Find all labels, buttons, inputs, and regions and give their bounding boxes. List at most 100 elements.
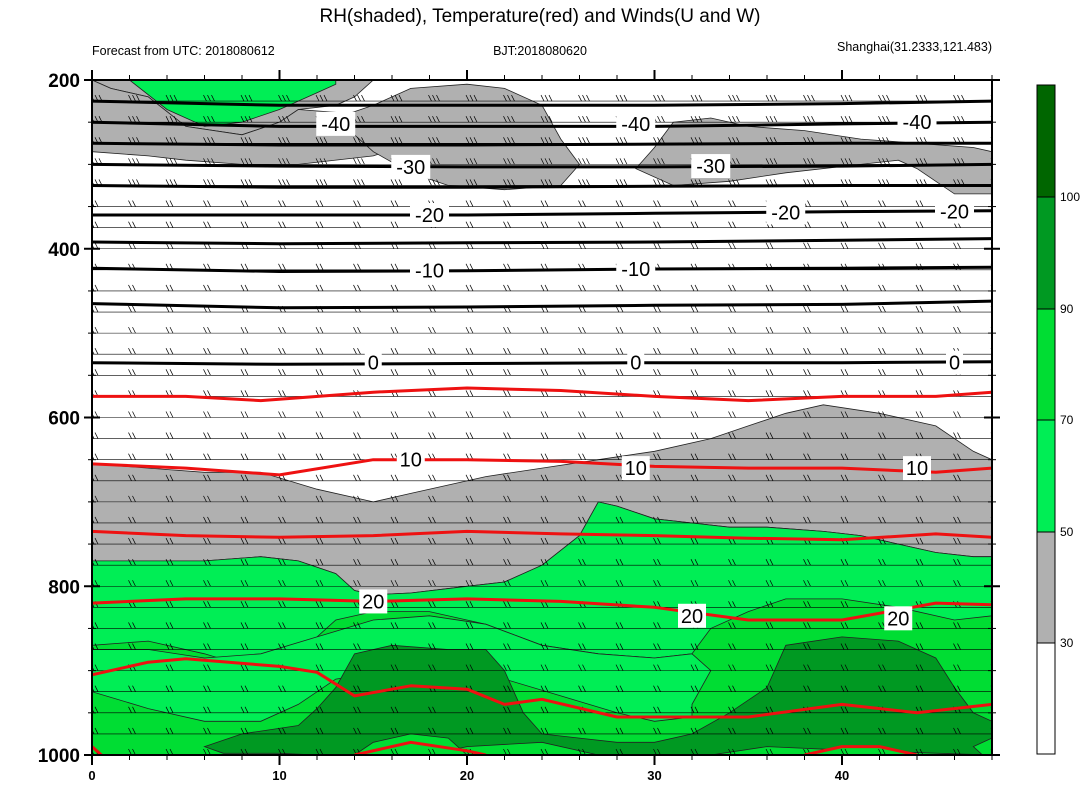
wind-barb-feather bbox=[357, 284, 361, 292]
wind-barb-feather bbox=[848, 116, 853, 123]
wind-barb-feather bbox=[690, 727, 695, 735]
wind-barb-feather bbox=[503, 580, 507, 587]
wind-barb-feather bbox=[469, 516, 474, 524]
colorbar-tick-label: 50 bbox=[1060, 525, 1074, 539]
wind-barb-feather bbox=[465, 432, 470, 439]
wind-barb-feather bbox=[357, 495, 361, 503]
wind-barb-feather bbox=[807, 580, 811, 587]
wind-barb-feather bbox=[995, 390, 998, 396]
wind-barb-feather bbox=[544, 348, 549, 355]
wind-barb-feather bbox=[278, 580, 282, 587]
wind-barb-feather bbox=[432, 558, 436, 566]
wind-barb-feather bbox=[728, 432, 732, 439]
wind-barb-feather bbox=[165, 326, 170, 334]
wind-barb-feather bbox=[728, 284, 732, 292]
wind-barb-feather bbox=[503, 558, 507, 566]
wind-barb-feather bbox=[503, 643, 507, 650]
wind-barb-feather bbox=[953, 411, 957, 418]
wind-barb-feather bbox=[282, 179, 286, 186]
wind-barb-feather bbox=[807, 411, 811, 418]
wind-barb-feather bbox=[957, 453, 961, 460]
wind-barb-feather bbox=[548, 94, 553, 102]
wind-barb-feather bbox=[919, 643, 924, 650]
colorbar-tick-label: 100 bbox=[1060, 190, 1080, 204]
wind-barb-feather bbox=[878, 158, 882, 165]
contour-label-box bbox=[935, 199, 974, 224]
wind-barb-feather bbox=[315, 326, 320, 334]
wind-barb-feather bbox=[319, 495, 324, 503]
wind-barb-feather bbox=[390, 411, 395, 418]
wind-barb-feather bbox=[619, 664, 624, 671]
wind-barb-feather bbox=[319, 94, 324, 102]
wind-barb-feather bbox=[578, 558, 582, 566]
wind-barb-feather bbox=[128, 516, 132, 524]
wind-barb-feather bbox=[315, 221, 320, 228]
wind-barb-feather bbox=[203, 474, 207, 481]
wind-barb-feather bbox=[278, 432, 282, 439]
temperature-contour bbox=[92, 209, 992, 217]
wind-barb-feather bbox=[132, 305, 136, 313]
wind-barb-feather bbox=[390, 537, 395, 545]
wind-barb-feather bbox=[282, 706, 286, 713]
wind-barb-feather bbox=[244, 284, 249, 292]
wind-barb-feather bbox=[807, 601, 811, 608]
wind-barb-feather bbox=[732, 664, 736, 671]
chart-title: RH(shaded), Temperature(red) and Winds(U… bbox=[319, 6, 760, 27]
wind-barb-feather bbox=[811, 158, 815, 165]
wind-barb-feather bbox=[94, 453, 99, 460]
wind-barb-feather bbox=[203, 284, 207, 292]
wind-barb-feather bbox=[690, 664, 695, 671]
colorbar-tick-label: 70 bbox=[1060, 413, 1074, 427]
wind-barb-feather bbox=[732, 453, 736, 460]
temperature-contour bbox=[92, 386, 992, 403]
wind-barb-feather bbox=[878, 411, 882, 418]
wind-barb-feather bbox=[203, 116, 207, 123]
wind-barb-feather bbox=[244, 580, 249, 587]
wind-barb-feather bbox=[207, 348, 211, 355]
wind-barb-feather bbox=[878, 664, 882, 671]
contour-label: -30 bbox=[396, 157, 425, 179]
wind-barb-feather bbox=[128, 305, 132, 313]
wind-barb-feather bbox=[544, 580, 549, 587]
wind-barb-feather bbox=[390, 643, 395, 650]
wind-barb-feather bbox=[765, 580, 770, 587]
wind-barb-feather bbox=[840, 706, 845, 713]
wind-barb-feather bbox=[578, 495, 582, 503]
wind-barb-feather bbox=[278, 622, 282, 629]
wind-barb-feather bbox=[240, 179, 245, 186]
wind-barb-feather bbox=[390, 580, 395, 587]
wind-barb-feather bbox=[694, 94, 699, 102]
wind-barb-feather bbox=[507, 580, 511, 587]
wind-barb-feather bbox=[244, 158, 249, 165]
wind-barb-feather bbox=[248, 94, 253, 102]
wind-barb-feather bbox=[169, 284, 174, 292]
wind-barb-feather bbox=[732, 284, 736, 292]
wind-barb-feather bbox=[694, 474, 699, 481]
wind-barb-feather bbox=[657, 348, 661, 355]
wind-barb-feather bbox=[428, 94, 432, 102]
wind-barb-feather bbox=[465, 537, 470, 545]
wind-barb-feather bbox=[390, 263, 395, 271]
wind-barb-feather bbox=[807, 369, 811, 376]
wind-barb-feather bbox=[353, 158, 357, 165]
wind-barb-feather bbox=[353, 411, 357, 418]
wind-barb-feather bbox=[353, 326, 357, 334]
wind-barb-feather bbox=[394, 284, 399, 292]
wind-barb-feather bbox=[544, 221, 549, 228]
wind-barb-feather bbox=[807, 727, 811, 735]
wind-barb-feather bbox=[803, 116, 807, 123]
wind-barb-feather bbox=[619, 727, 624, 735]
wind-barb-feather bbox=[995, 285, 998, 291]
wind-barb-feather bbox=[207, 221, 211, 228]
wind-barb-feather bbox=[953, 516, 957, 524]
wind-barb-feather bbox=[807, 284, 811, 292]
wind-barb-feather bbox=[690, 411, 695, 418]
wind-barb-feather bbox=[615, 580, 620, 587]
wind-barb-feather bbox=[653, 664, 657, 671]
wind-barb-feather bbox=[353, 369, 357, 376]
wind-barb-feather bbox=[465, 727, 470, 735]
wind-barb-feather bbox=[540, 326, 545, 334]
wind-barb-feather bbox=[390, 284, 395, 292]
wind-barb-feather bbox=[919, 495, 924, 503]
wind-barb-feather bbox=[878, 116, 882, 123]
